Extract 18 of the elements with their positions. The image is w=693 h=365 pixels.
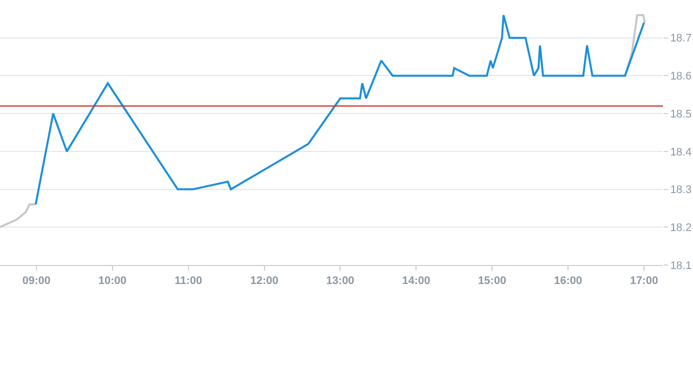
x-tick-label: 13:00 xyxy=(326,275,354,288)
x-tick-label: 14:00 xyxy=(402,275,430,288)
x-tick-label: 17:00 xyxy=(630,275,658,288)
x-tick-label: 11:00 xyxy=(174,275,202,288)
y-tick-label: 18.4 xyxy=(670,146,692,158)
y-tick-label: 18.7 xyxy=(670,32,692,45)
x-tick-label: 10:00 xyxy=(98,275,126,288)
x-tick-label: 16:00 xyxy=(554,275,582,288)
y-tick-label: 18.2 xyxy=(670,222,692,234)
line-series xyxy=(34,14,646,206)
y-tick-label: 18.6 xyxy=(670,70,692,83)
x-tick-label: 09:00 xyxy=(22,275,51,288)
x-tick-label: 15:00 xyxy=(478,275,506,288)
y-tick-label: 18.5 xyxy=(670,108,692,120)
line-series xyxy=(0,203,37,228)
y-tick-label: 18.1 xyxy=(670,260,692,272)
y-tick-label: 18.3 xyxy=(670,184,692,196)
x-tick-label: 12:00 xyxy=(250,275,278,288)
